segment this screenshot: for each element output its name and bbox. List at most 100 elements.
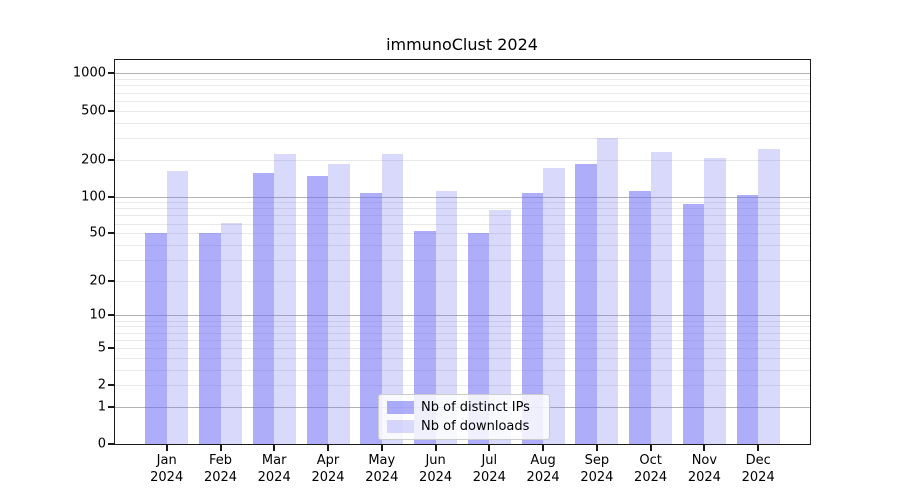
x-tick-label-line: May [368, 453, 396, 468]
x-tick-label-jul-2024: Jul 2024 [457, 452, 521, 486]
x-tick-apr-2024 [327, 445, 329, 451]
legend-item-downloads: Nb of downloads [387, 419, 549, 434]
legend-item-distinct-ips: Nb of distinct IPs [387, 400, 549, 415]
gridline-minor-200 [115, 159, 810, 161]
y-tick-label-5: 5 [97, 340, 106, 356]
x-tick-label-line: 2024 [257, 470, 291, 485]
y-tick-label-50: 50 [89, 225, 106, 241]
bar-ips-jun-2024 [414, 231, 436, 444]
bar-downloads-apr-2024 [328, 164, 350, 444]
bar-ips-jan-2024 [145, 233, 167, 444]
gridline-major-1000 [115, 73, 810, 75]
gridline-minor-400 [115, 122, 810, 124]
gridline-minor-70 [115, 215, 810, 217]
chart-title: immunoClust 2024 [386, 35, 538, 54]
x-tick-label-mar-2024: Mar 2024 [242, 452, 306, 486]
x-tick-may-2024 [380, 445, 383, 451]
x-tick-label-line: 2024 [526, 470, 560, 485]
gridline-minor-5 [115, 347, 810, 349]
x-tick-label-line: 2024 [580, 470, 614, 485]
gridline-minor-20 [115, 280, 810, 282]
gridline-minor-300 [115, 137, 810, 139]
x-tick-aug-2024 [542, 445, 545, 451]
x-tick-label-may-2024: May 2024 [350, 452, 414, 486]
x-tick-jun-2024 [434, 445, 437, 451]
bar-ips-apr-2024 [306, 176, 328, 444]
x-tick-jul-2024 [488, 445, 491, 451]
bar-ips-may-2024 [360, 192, 382, 444]
gridline-minor-9 [115, 320, 810, 322]
x-tick-label-line: 2024 [311, 470, 345, 485]
bar-ips-nov-2024 [682, 203, 705, 444]
x-tick-label-feb-2024: Feb 2024 [189, 452, 253, 486]
legend: Nb of distinct IPs Nb of downloads [378, 394, 550, 440]
x-tick-label-line: 2024 [150, 470, 184, 485]
x-tick-label-nov-2024: Nov 2024 [672, 452, 736, 486]
x-tick-label-line: 2024 [203, 470, 238, 485]
x-tick-label-line: 2024 [365, 470, 399, 485]
x-tick-label-line: Jul [481, 453, 498, 468]
x-tick-dec-2024 [757, 445, 760, 451]
bar-ips-dec-2024 [736, 194, 759, 444]
gridline-minor-900 [115, 79, 810, 81]
legend-swatch-ips [387, 401, 414, 414]
y-tick-1 [108, 405, 114, 408]
gridline-minor-90 [115, 202, 810, 204]
x-tick-label-line: 2024 [687, 470, 721, 485]
y-tick-10 [108, 314, 114, 317]
bar-ips-mar-2024 [252, 172, 275, 444]
legend-label-distinct-ips: Nb of distinct IPs [421, 400, 530, 415]
gridline-minor-3 [115, 369, 810, 371]
x-tick-label-dec-2024: Dec 2024 [726, 452, 790, 486]
y-tick-label-500: 500 [81, 103, 106, 119]
gridline-minor-4 [115, 357, 810, 359]
gridline-minor-60 [115, 223, 810, 225]
y-tick-100 [108, 195, 114, 198]
gridline-minor-6 [115, 339, 810, 341]
bar-downloads-nov-2024 [704, 157, 726, 444]
x-tick-label-jan-2024: Jan 2024 [135, 452, 199, 486]
x-tick-label-line: 2024 [741, 470, 775, 485]
y-tick-label-2: 2 [97, 377, 106, 393]
y-tick-label-200: 200 [81, 152, 106, 168]
bar-ips-feb-2024 [199, 233, 221, 444]
x-tick-oct-2024 [649, 445, 652, 451]
x-tick-mar-2024 [273, 445, 276, 451]
x-tick-label-line: Oct [639, 453, 662, 468]
y-tick-500 [108, 109, 114, 112]
x-tick-label-line: 2024 [634, 470, 668, 485]
gridline-minor-8 [115, 326, 810, 328]
bar-downloads-feb-2024 [220, 222, 242, 444]
gridline-minor-80 [115, 208, 810, 210]
y-tick-200 [108, 158, 114, 161]
gridline-minor-50 [115, 233, 810, 235]
x-tick-feb-2024 [219, 445, 222, 451]
x-tick-label-aug-2024: Aug 2024 [511, 452, 575, 486]
bar-downloads-may-2024 [381, 153, 404, 444]
bar-downloads-aug-2024 [543, 167, 565, 444]
y-tick-label-100: 100 [81, 189, 106, 204]
x-tick-label-line: Dec [745, 453, 771, 468]
y-tick-1000 [108, 72, 114, 75]
y-tick-label-0: 0 [97, 436, 106, 452]
gridline-minor-2 [115, 385, 810, 387]
x-tick-label-line: Feb [208, 453, 233, 468]
y-tick-label-20: 20 [89, 273, 106, 289]
gridline-major-100 [115, 196, 810, 198]
x-tick-label-line: Jan [156, 453, 177, 468]
bar-downloads-oct-2024 [650, 151, 673, 444]
x-tick-label-sep-2024: Sep 2024 [565, 452, 629, 486]
x-tick-label-line: 2024 [472, 470, 506, 485]
gridline-minor-700 [115, 92, 810, 94]
x-tick-label-line: 2024 [419, 470, 453, 485]
x-tick-label-line: Nov [691, 453, 718, 468]
gridline-minor-800 [115, 85, 810, 87]
bar-downloads-jan-2024 [166, 170, 189, 444]
y-tick-50 [108, 232, 114, 235]
gridline-minor-40 [115, 244, 810, 246]
y-tick-20 [108, 279, 114, 282]
bar-downloads-jul-2024 [489, 210, 511, 444]
gridline-minor-600 [115, 100, 810, 102]
